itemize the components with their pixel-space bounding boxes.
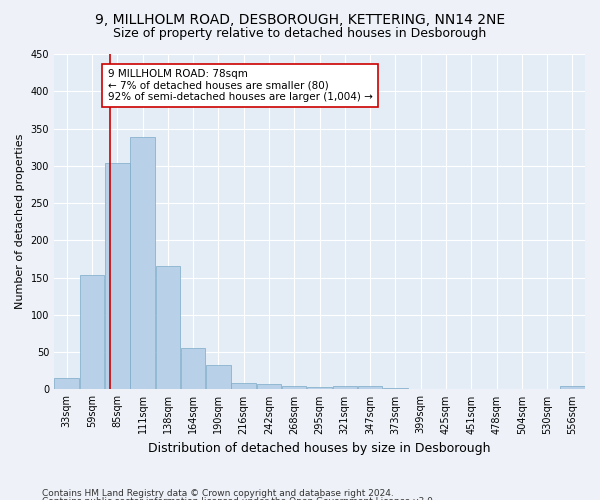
Bar xyxy=(181,348,205,390)
Bar xyxy=(358,386,382,390)
X-axis label: Distribution of detached houses by size in Desborough: Distribution of detached houses by size … xyxy=(148,442,491,455)
Text: Contains HM Land Registry data © Crown copyright and database right 2024.: Contains HM Land Registry data © Crown c… xyxy=(42,488,394,498)
Text: 9 MILLHOLM ROAD: 78sqm
← 7% of detached houses are smaller (80)
92% of semi-deta: 9 MILLHOLM ROAD: 78sqm ← 7% of detached … xyxy=(107,69,373,102)
Y-axis label: Number of detached properties: Number of detached properties xyxy=(15,134,25,310)
Bar xyxy=(383,388,407,390)
Bar xyxy=(206,365,230,390)
Text: Contains public sector information licensed under the Open Government Licence v3: Contains public sector information licen… xyxy=(42,497,436,500)
Bar xyxy=(80,276,104,390)
Bar xyxy=(509,388,534,390)
Bar xyxy=(105,163,130,390)
Bar xyxy=(434,388,458,390)
Bar xyxy=(332,386,357,390)
Text: Size of property relative to detached houses in Desborough: Size of property relative to detached ho… xyxy=(113,28,487,40)
Bar xyxy=(257,384,281,390)
Bar xyxy=(560,386,584,390)
Bar xyxy=(130,138,155,390)
Bar xyxy=(409,388,433,390)
Bar xyxy=(232,382,256,390)
Bar xyxy=(307,387,332,390)
Bar xyxy=(55,378,79,390)
Text: 9, MILLHOLM ROAD, DESBOROUGH, KETTERING, NN14 2NE: 9, MILLHOLM ROAD, DESBOROUGH, KETTERING,… xyxy=(95,12,505,26)
Bar xyxy=(282,386,307,390)
Bar xyxy=(484,388,509,390)
Bar xyxy=(155,266,180,390)
